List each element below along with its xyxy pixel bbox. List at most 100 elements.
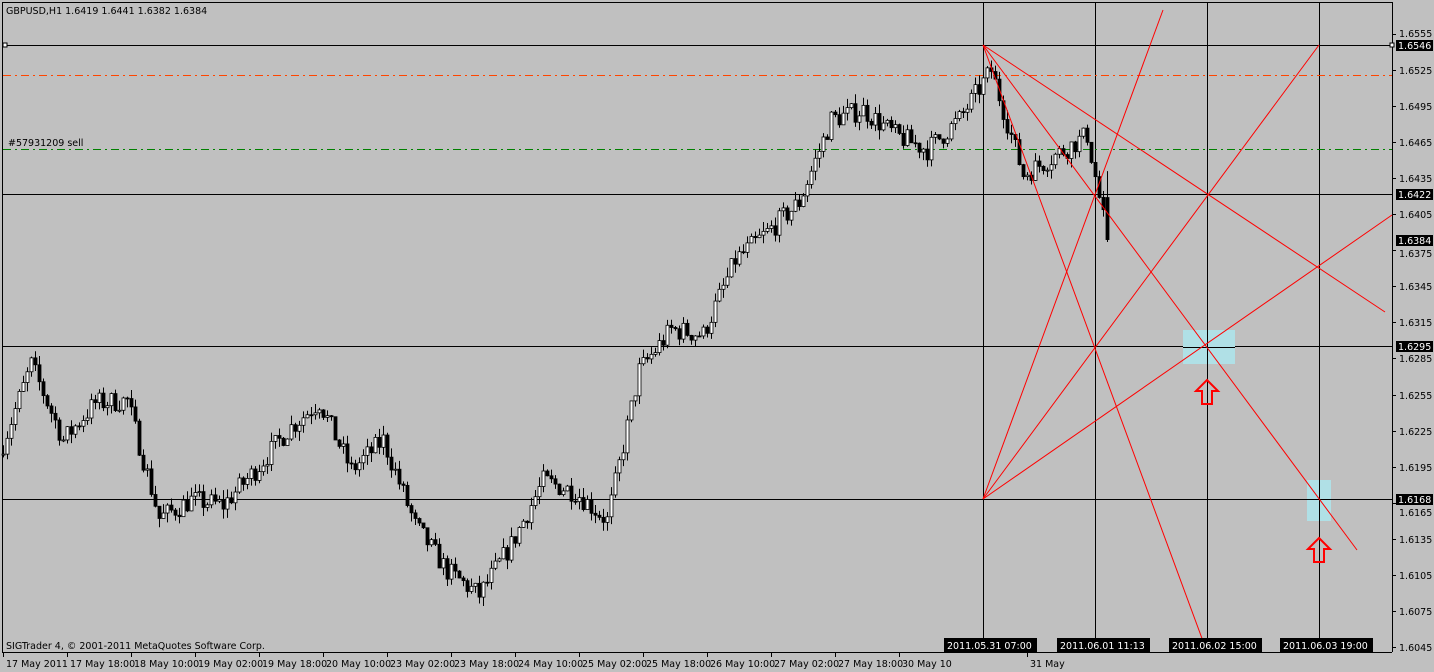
- candle: [945, 136, 950, 147]
- candle: [821, 133, 826, 158]
- fan-line[interactable]: [982, 214, 1393, 500]
- candle: [937, 134, 942, 141]
- candle: [301, 411, 306, 433]
- candle: [189, 487, 194, 512]
- candle-body-bull: [757, 234, 762, 239]
- chart-title: GBPUSD,H1 1.6419 1.6441 1.6382 1.6384: [6, 6, 207, 17]
- candle-body-bull: [1081, 127, 1086, 137]
- candle: [1053, 152, 1058, 169]
- candle-body-bear: [153, 494, 158, 507]
- candle: [1077, 129, 1082, 158]
- candle-body-bull: [105, 405, 110, 409]
- price-tick-label: 1.6045: [1399, 643, 1432, 654]
- candle: [533, 489, 538, 510]
- candle: [769, 220, 774, 233]
- candle-body-bear: [253, 468, 258, 481]
- candle: [433, 532, 438, 546]
- candle-body-bear: [93, 399, 98, 403]
- fan-lines[interactable]: [982, 9, 1393, 653]
- candle-body-bull: [509, 536, 514, 561]
- candle-body-bull: [217, 499, 222, 502]
- time-marker-label: 2011.06.01 11:13: [1060, 641, 1145, 652]
- candle-body-bear: [41, 381, 46, 397]
- price-tick-label: 1.6435: [1399, 174, 1432, 185]
- candle: [93, 394, 98, 410]
- candle-body-bull: [117, 409, 122, 412]
- candle: [397, 460, 402, 490]
- candle: [289, 415, 294, 441]
- price-tick-label: 1.6255: [1399, 391, 1432, 402]
- candle-body-bear: [581, 497, 586, 510]
- candle: [149, 460, 154, 497]
- candle-body-bear: [661, 340, 666, 346]
- candle: [233, 486, 238, 511]
- candle-body-bull: [341, 443, 346, 447]
- candle-body-bear: [353, 463, 358, 471]
- candle-body-bull: [489, 567, 494, 583]
- candle: [641, 349, 646, 366]
- candle-body-bull: [929, 136, 934, 161]
- candle: [53, 406, 58, 429]
- candle-body-bull: [561, 490, 566, 495]
- price-tick-label: 1.6405: [1399, 210, 1432, 221]
- candle: [573, 493, 578, 505]
- candle: [961, 107, 966, 118]
- price-marker-label: 1.6546: [1398, 41, 1431, 52]
- candle-body-bear: [157, 505, 162, 519]
- candle: [633, 395, 638, 407]
- candle-body-bear: [705, 326, 710, 334]
- candle-body-bull: [361, 454, 366, 464]
- candle-body-bull: [429, 539, 434, 546]
- fan-line[interactable]: [982, 44, 1208, 653]
- candle: [509, 527, 514, 563]
- candle: [421, 522, 426, 530]
- candle-body-bull: [197, 491, 202, 493]
- candle: [25, 367, 30, 392]
- candle-body-bull: [633, 395, 638, 402]
- time-marker-box: [1169, 638, 1262, 652]
- candle-body-bull: [245, 478, 250, 485]
- candle: [361, 449, 366, 470]
- candle: [657, 333, 662, 356]
- candle-body-bull: [1053, 153, 1058, 166]
- candle: [825, 134, 830, 140]
- line-handle[interactable]: [2, 42, 8, 48]
- candle-body-bear: [597, 514, 602, 518]
- candle: [909, 124, 914, 144]
- candle: [809, 165, 814, 189]
- candle-body-bear: [825, 136, 830, 140]
- candle: [1025, 172, 1030, 181]
- candle-body-bear: [409, 505, 414, 514]
- candle-body-bear: [477, 582, 482, 598]
- candle: [221, 490, 226, 519]
- candle: [545, 469, 550, 477]
- candle-body-bull: [765, 228, 770, 232]
- candle-body-bull: [641, 357, 646, 365]
- candle: [585, 495, 590, 510]
- candle: [917, 142, 922, 159]
- candle-body-bear: [869, 120, 874, 126]
- candle: [157, 505, 162, 528]
- candle: [1033, 153, 1038, 181]
- candle-body-bull: [521, 520, 526, 528]
- line-handle[interactable]: [1389, 42, 1395, 48]
- candle-body-bull: [861, 104, 866, 117]
- fan-line[interactable]: [982, 44, 1358, 551]
- candle-body-bull: [617, 459, 622, 474]
- candle-body-bull: [801, 195, 806, 207]
- candle-body-bear: [1005, 119, 1010, 134]
- candle: [73, 424, 78, 439]
- fan-line[interactable]: [982, 9, 1164, 500]
- price-tick-label: 1.6285: [1399, 354, 1432, 365]
- candle-body-bull: [469, 585, 474, 592]
- candle-body-bear: [593, 512, 598, 516]
- candle: [197, 484, 202, 497]
- candle: [777, 207, 782, 243]
- candle: [101, 387, 106, 412]
- candle: [349, 456, 354, 470]
- candle: [837, 107, 842, 128]
- fan-line[interactable]: [982, 44, 1386, 313]
- candle: [1105, 171, 1110, 242]
- price-marker-box: [1396, 189, 1433, 200]
